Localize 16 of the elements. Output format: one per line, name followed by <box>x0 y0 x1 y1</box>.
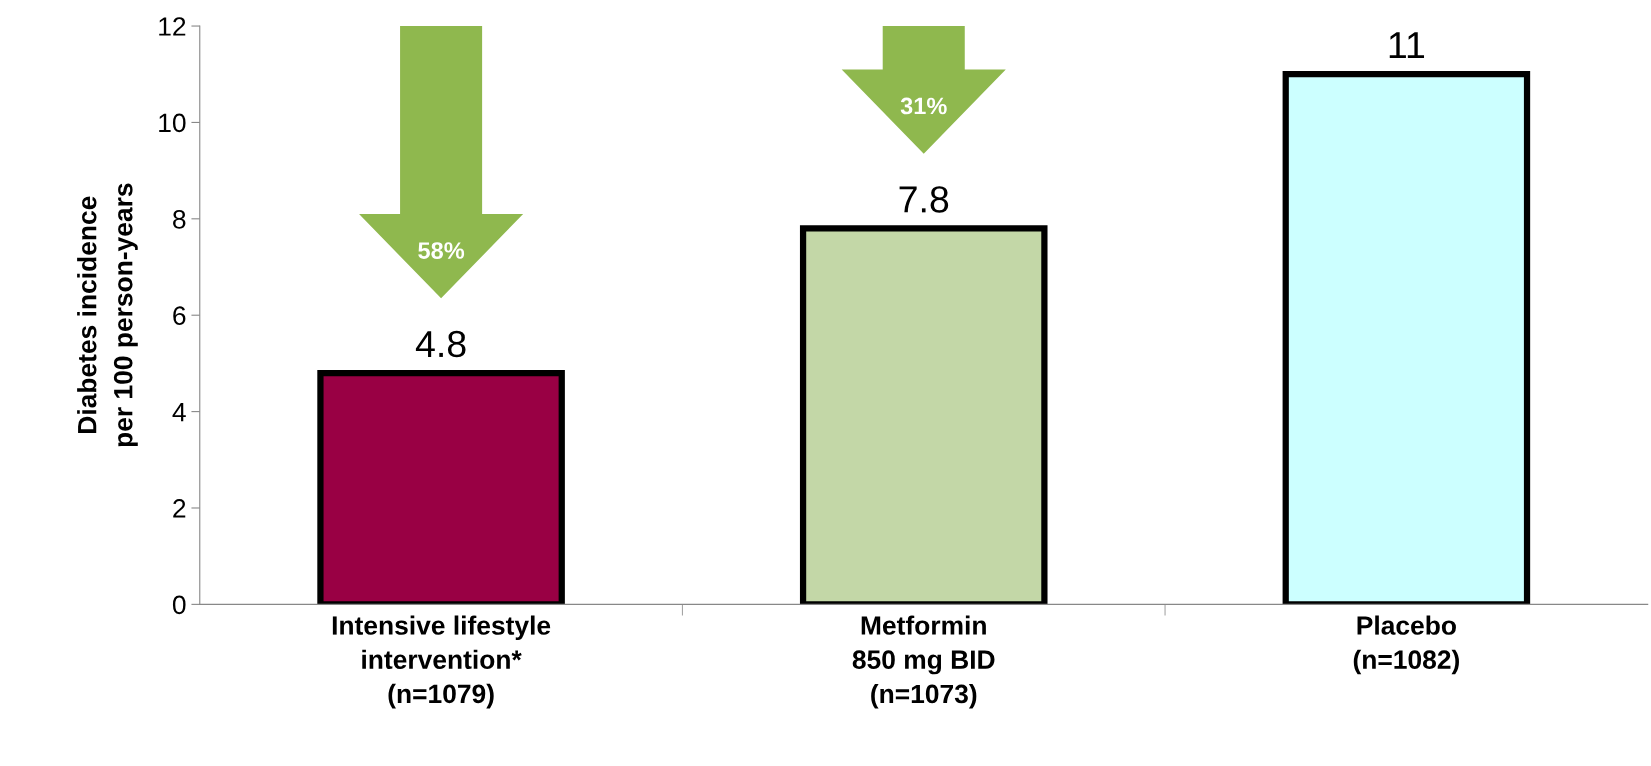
y-tick-label: 10 <box>159 113 186 133</box>
y-tick-label: 12 <box>159 17 186 36</box>
y-tick-label: 0 <box>172 595 186 615</box>
y-tick-label: 8 <box>173 209 186 229</box>
y-tick-label: 6 <box>173 306 186 326</box>
data-label: 7.8 <box>899 186 949 213</box>
y-tick-label: 4 <box>172 403 186 422</box>
data-label: 11 <box>1389 32 1425 59</box>
x-tick-label: Intensive lifestyle intervention* (n=1079) <box>332 615 551 709</box>
y-axis-title: Diabetes incidence per 100 person-years <box>77 183 138 447</box>
y-tick-label: 2 <box>173 499 186 518</box>
data-label: 4.8 <box>415 330 466 358</box>
x-tick-label: Placebo (n=1082) <box>1353 615 1459 675</box>
x-tick-label: Metformin 850 mg BID (n=1073) <box>852 615 995 709</box>
annotation: 58% <box>418 242 465 259</box>
annotation: 31% <box>900 97 947 115</box>
